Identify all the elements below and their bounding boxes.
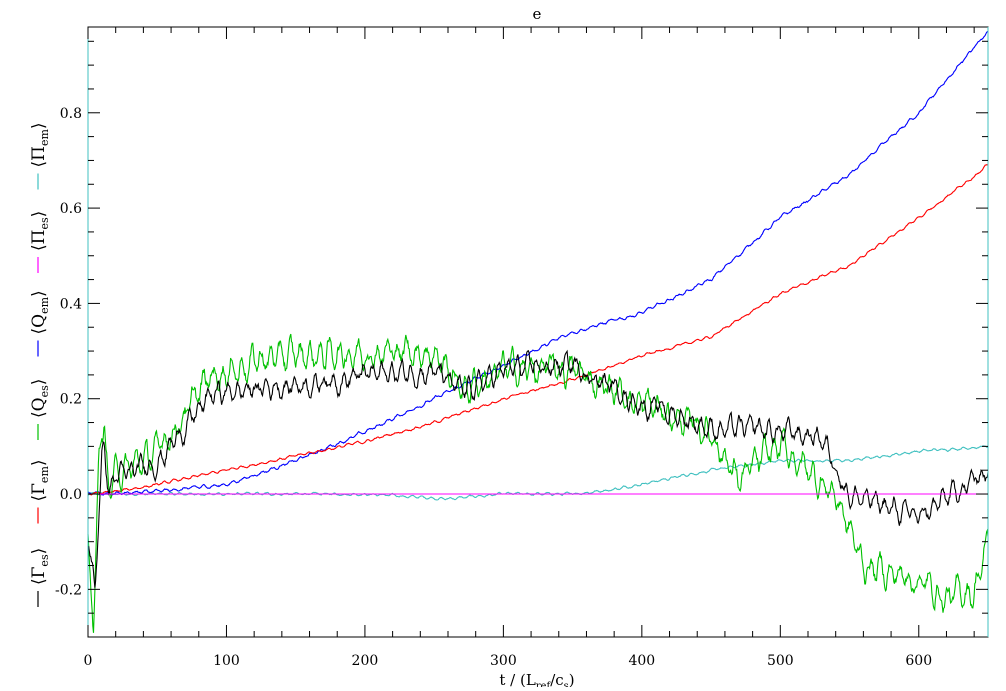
x-tick-label: 200 [352, 653, 379, 669]
y-tick-label: 0.6 [60, 201, 82, 217]
series-line-gamma-es [87, 349, 989, 588]
chart-title: e [533, 5, 542, 23]
legend-label: ⟨Γes⟩ [29, 548, 51, 585]
y-tick-label: 0.2 [60, 392, 82, 408]
series-line-q-em [87, 30, 989, 496]
legend-label: ⟨Γem⟩ [29, 459, 51, 501]
x-tick-label: 300 [490, 653, 517, 669]
axes-layer: 0 100 200 300 400 500 600 -0.2 0.0 0.2 0.4 0.6 0.8 [55, 27, 988, 669]
legend-label: ⟨Qem⟩ [29, 290, 51, 334]
series-line-pi-em [87, 445, 989, 501]
legend-label: ⟨Πes⟩ [29, 211, 51, 251]
legend-item: ⟨Qem⟩ [29, 290, 51, 357]
x-tick-label: 500 [767, 653, 794, 669]
x-tick-label: 0 [84, 653, 93, 669]
legend: ⟨Γes⟩ ⟨Γem⟩ ⟨Qes⟩ ⟨Qem⟩ ⟨Πes⟩ ⟨Πem⟩ [29, 122, 51, 607]
legend-label: ⟨Qes⟩ [29, 379, 51, 418]
x-tick-label: 600 [905, 653, 932, 669]
x-axis-label-main: t / (L [499, 671, 535, 687]
x-axis-label-sub1: ref [536, 681, 552, 687]
y-tick-label: -0.2 [55, 582, 82, 598]
x-axis-label-end: ) [569, 671, 575, 687]
x-axis-label-mid: /c [550, 671, 563, 687]
y-tick-label: 0.4 [60, 296, 82, 312]
x-tick-label: 400 [628, 653, 655, 669]
x-axis-label: t / (Lref/cs) [499, 671, 574, 687]
legend-item: ⟨Πem⟩ [29, 122, 51, 190]
series-line-q-es [87, 333, 989, 633]
series-line-gamma-em [87, 164, 989, 496]
legend-item: ⟨Qes⟩ [29, 379, 51, 440]
legend-label: ⟨Πem⟩ [29, 122, 51, 167]
legend-item: ⟨Γem⟩ [29, 459, 51, 524]
x-tick-label: 100 [213, 653, 240, 669]
legend-item: ⟨Πes⟩ [29, 211, 51, 273]
x-axis-label-sub2: s [564, 681, 569, 687]
series-layer [87, 30, 989, 633]
y-tick-label: 0.0 [60, 487, 82, 503]
y-tick-label: 0.8 [60, 106, 82, 122]
legend-item: ⟨Γes⟩ [29, 548, 51, 607]
